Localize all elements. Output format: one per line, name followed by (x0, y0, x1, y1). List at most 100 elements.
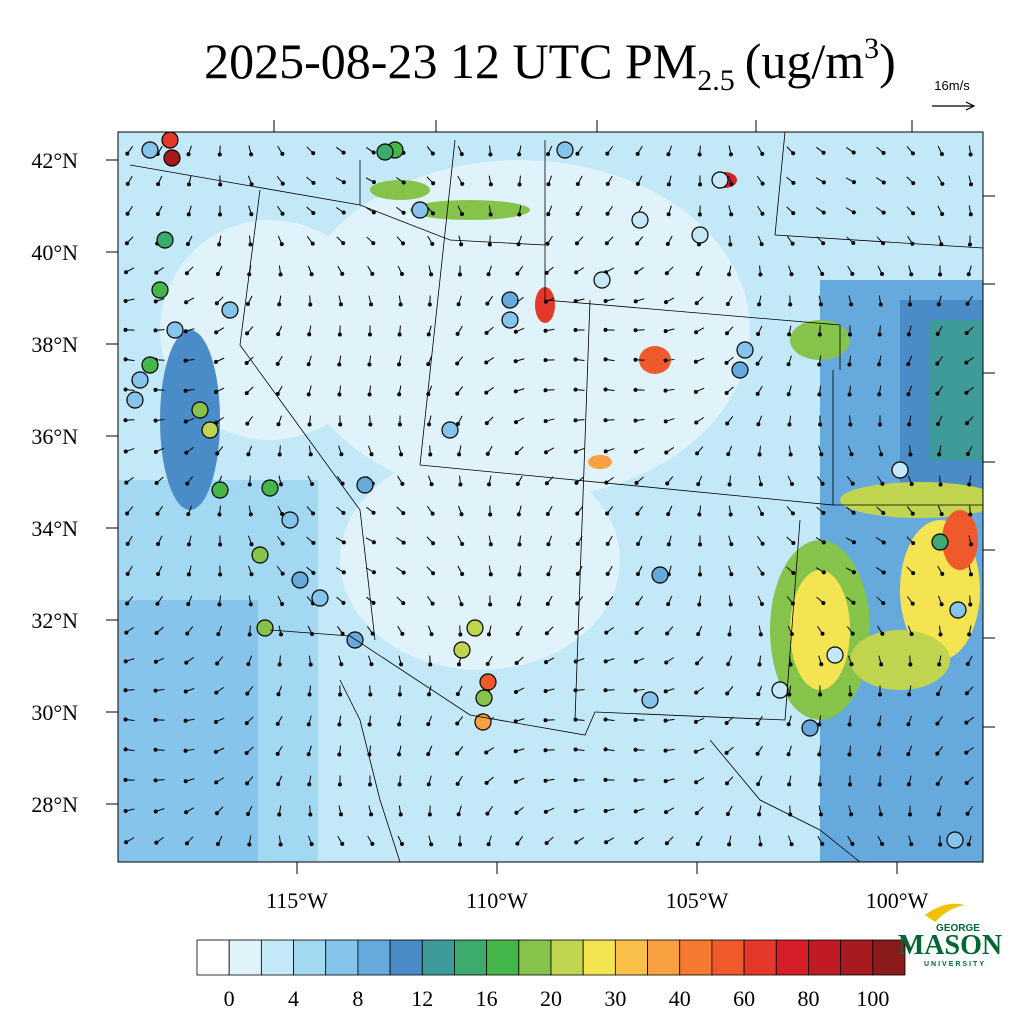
wind-arrow-head (755, 721, 760, 726)
wind-arrow-head (634, 840, 639, 845)
colorbar-swatch (389, 939, 423, 976)
wind-arrow-head (487, 482, 492, 487)
wind-arrow-head (821, 241, 826, 246)
wind-arrow-head (430, 151, 435, 156)
wind-arrow-head (635, 241, 640, 246)
wind-arrow-head (371, 150, 376, 155)
wind-arrow-head (214, 301, 219, 306)
wind-arrow-head (633, 659, 638, 664)
wind-arrow-head (663, 358, 668, 363)
wind-arrow-head (724, 360, 729, 365)
monitor-station (631, 211, 649, 229)
wind-arrow-head (217, 512, 222, 517)
wind-arrow-head (308, 452, 313, 457)
wind-arrow-head (154, 270, 159, 275)
wind-arrow-head (546, 542, 551, 547)
colorbar-label: 12 (411, 986, 433, 1011)
wind-arrow-head (517, 572, 522, 577)
wind-arrow-head (968, 572, 973, 577)
wind-arrow-head (697, 212, 702, 217)
wind-arrow-head (818, 692, 823, 697)
wind-arrow-head (400, 631, 405, 636)
wind-arrow-head (280, 541, 285, 546)
monitor-station (651, 566, 669, 584)
latitude-label: 32°N (31, 608, 78, 633)
wind-arrow-head (758, 842, 763, 847)
wind-arrow-head (573, 328, 578, 333)
wind-arrow-head (310, 241, 315, 246)
wind-arrow-head (340, 841, 345, 846)
wind-arrow-head (850, 271, 855, 276)
wind-arrow-head (311, 211, 316, 216)
wind-arrow-head (851, 150, 856, 155)
wind-arrow-head (543, 419, 548, 424)
wind-arrow-head (124, 630, 129, 635)
wind-arrow-head (515, 841, 520, 846)
wind-arrow-head (123, 418, 128, 423)
wind-arrow-head (367, 722, 372, 727)
wind-arrow-head (429, 842, 434, 847)
wind-arrow-head (277, 302, 282, 307)
wind-arrow-head (249, 212, 254, 217)
wind-arrow-head (818, 812, 823, 817)
wind-arrow-head (153, 418, 158, 423)
wind-arrow-head (370, 271, 375, 276)
wind-arrow-head (818, 302, 823, 307)
wind-arrow-head (280, 601, 285, 606)
wind-arrow-head (847, 722, 852, 727)
wind-arrow-head (603, 327, 608, 332)
wind-arrow-head (695, 271, 700, 276)
wind-arrow-head (907, 692, 912, 697)
wind-arrow-head (911, 181, 916, 186)
wind-arrow-head (311, 151, 316, 156)
wind-arrow-head (216, 632, 221, 637)
wind-arrow-head (123, 717, 128, 722)
wind-arrow-head (725, 691, 730, 696)
wind-arrow-head (909, 482, 914, 487)
wind-arrow-head (880, 481, 885, 486)
wind-arrow-head (936, 422, 941, 427)
wind-arrow-head (311, 570, 316, 575)
wind-arrow-head (663, 689, 668, 694)
wind-arrow-head (968, 212, 973, 217)
monitor-station (151, 281, 169, 299)
wind-arrow-head (634, 480, 639, 485)
wind-arrow-head (906, 362, 911, 367)
wind-arrow-head (663, 748, 668, 753)
wind-arrow-head (847, 362, 852, 367)
wind-arrow-head (155, 511, 160, 516)
wind-arrow-head (851, 600, 856, 605)
wind-arrow-head (123, 298, 128, 303)
wind-arrow-head (277, 812, 282, 817)
wind-arrow-head (729, 542, 734, 547)
wind-arrow-head (455, 781, 460, 786)
wind-reference-arrow (932, 101, 976, 111)
wind-arrow-head (603, 717, 608, 722)
wind-arrow-head (399, 452, 404, 457)
wind-arrow-head (125, 151, 130, 156)
wind-arrow-head (277, 662, 282, 667)
wind-arrow-head (153, 387, 158, 392)
wind-arrow-head (791, 540, 796, 545)
wind-arrow-head (455, 691, 460, 696)
wind-arrow-head (817, 782, 822, 787)
wind-arrow-head (543, 778, 548, 783)
monitor-station (161, 132, 179, 149)
wind-arrow-head (245, 691, 250, 696)
wind-arrow-head (544, 450, 549, 455)
wind-arrow-head (663, 329, 668, 334)
wind-arrow-head (881, 540, 886, 545)
wind-arrow-head (756, 422, 761, 427)
wind-arrow-head (458, 482, 463, 487)
wind-arrow-head (371, 241, 376, 246)
wind-arrow-head (308, 302, 313, 307)
wind-arrow-head (663, 388, 668, 393)
colorbar-swatch (196, 939, 230, 976)
wind-arrow-head (275, 751, 280, 756)
latitude-label: 34°N (31, 516, 78, 541)
wind-arrow-head (214, 330, 219, 335)
wind-arrow-head (664, 450, 669, 455)
wind-arrow-head (156, 182, 161, 187)
wind-arrow-head (430, 211, 435, 216)
